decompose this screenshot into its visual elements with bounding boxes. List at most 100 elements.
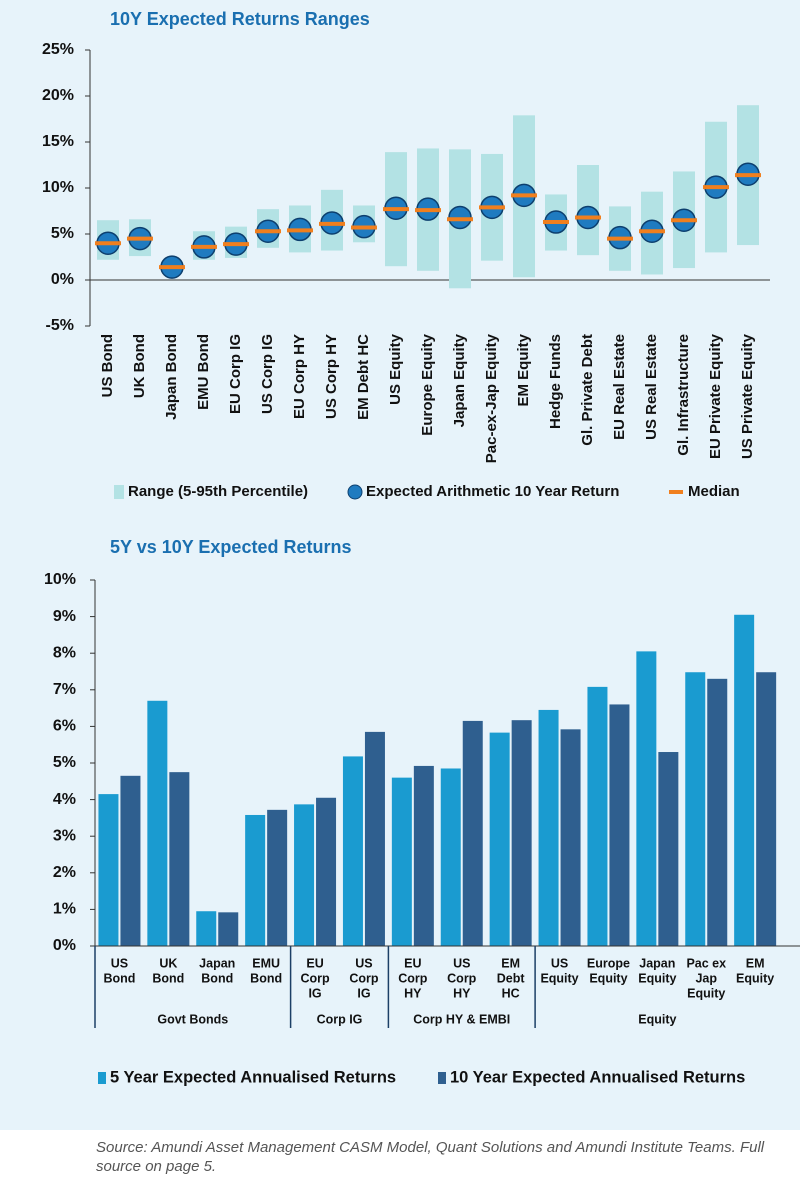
bar	[756, 672, 777, 946]
bar	[196, 911, 217, 946]
x-tick-label: Equity	[687, 986, 725, 1000]
x-tick-label: US	[111, 956, 128, 970]
y-tick-label: 0%	[51, 271, 74, 288]
legend-label: 5 Year Expected Annualised Returns	[110, 1068, 396, 1086]
x-tick-label: EM	[501, 956, 520, 970]
bar	[245, 814, 266, 946]
group-label: Equity	[638, 1012, 676, 1026]
y-tick-label: 5%	[53, 754, 76, 771]
x-tick-label: Corp	[300, 971, 330, 985]
y-tick-label: 0%	[53, 937, 76, 954]
bar	[169, 772, 190, 946]
bar	[685, 672, 706, 946]
bar	[364, 731, 385, 946]
x-tick-label: IG	[357, 986, 370, 1000]
y-tick-label: 25%	[42, 41, 74, 58]
x-tick-label: EMU Bond	[195, 334, 212, 410]
source-note: Source: Amundi Asset Management CASM Mod…	[96, 1139, 765, 1175]
group-label: Govt Bonds	[157, 1012, 228, 1026]
y-tick-label: 10%	[44, 571, 76, 588]
legend-label: Range (5-95th Percentile)	[128, 483, 308, 500]
legend-label: 10 Year Expected Annualised Returns	[450, 1068, 745, 1086]
x-tick-label: HY	[453, 986, 471, 1000]
x-tick-label: Japan	[639, 956, 675, 970]
x-tick-label: EM Debt HC	[355, 334, 372, 420]
bar	[734, 614, 755, 946]
y-tick-label: 9%	[53, 608, 76, 625]
x-tick-label: Bond	[201, 971, 233, 985]
x-tick-label: Gl. Private Debt	[579, 334, 596, 446]
x-tick-label: Equity	[589, 971, 627, 985]
bar	[658, 752, 679, 946]
legend-swatch	[114, 485, 124, 499]
y-tick-label: 15%	[42, 133, 74, 150]
x-tick-label: Corp	[398, 971, 428, 985]
x-tick-label: Equity	[540, 971, 578, 985]
x-tick-label: EU Corp HY	[291, 334, 308, 419]
x-tick-label: Bond	[152, 971, 184, 985]
y-tick-label: 5%	[51, 225, 74, 242]
y-tick-label: 7%	[53, 681, 76, 698]
x-tick-label: US Real Estate	[643, 334, 660, 440]
y-tick-label: 20%	[42, 87, 74, 104]
y-tick-label: 4%	[53, 791, 76, 808]
bar	[147, 700, 168, 946]
bar	[316, 797, 337, 946]
x-tick-label: HY	[404, 986, 422, 1000]
x-tick-label: Corp	[447, 971, 477, 985]
x-tick-label: Japan Equity	[451, 333, 468, 427]
bar	[511, 720, 532, 946]
y-tick-label: 3%	[53, 827, 76, 844]
chart-title: 10Y Expected Returns Ranges	[110, 9, 370, 29]
group-label: Corp HY & EMBI	[413, 1012, 510, 1026]
x-tick-label: Debt	[497, 971, 526, 985]
x-tick-label: EU	[306, 956, 323, 970]
bar	[560, 729, 581, 946]
x-tick-label: EM	[746, 956, 765, 970]
bar	[636, 651, 657, 946]
group-label: Corp IG	[317, 1012, 363, 1026]
y-tick-label: 2%	[53, 864, 76, 881]
x-tick-label: US	[453, 956, 470, 970]
bar	[489, 732, 510, 946]
bar	[267, 809, 288, 946]
y-tick-label: 6%	[53, 718, 76, 735]
x-tick-label: EU Private Equity	[707, 333, 724, 459]
x-tick-label: US	[551, 956, 568, 970]
x-tick-label: Europe	[587, 956, 630, 970]
bar	[609, 704, 630, 946]
x-tick-label: US Bond	[99, 334, 116, 397]
bar	[98, 794, 119, 946]
x-tick-label: Bond	[103, 971, 135, 985]
bar	[342, 756, 363, 946]
x-tick-label: Bond	[250, 971, 282, 985]
y-tick-label: -5%	[46, 317, 74, 334]
bar	[587, 686, 608, 946]
x-tick-label: US Private Equity	[739, 333, 756, 459]
x-tick-label: EU Real Estate	[611, 334, 628, 440]
bar	[440, 768, 461, 946]
bar	[707, 678, 728, 946]
x-tick-label: US Corp IG	[259, 334, 276, 414]
x-tick-label: UK	[159, 956, 177, 970]
x-tick-label: Equity	[638, 971, 676, 985]
x-tick-label: Corp	[349, 971, 379, 985]
bar	[120, 775, 141, 946]
x-tick-label: US Equity	[387, 333, 404, 404]
y-tick-label: 10%	[42, 179, 74, 196]
x-tick-label: HC	[502, 986, 520, 1000]
legend-swatch	[98, 1072, 106, 1084]
bar	[218, 912, 239, 946]
chart-title: 5Y vs 10Y Expected Returns	[110, 537, 351, 557]
bar	[294, 804, 315, 946]
legend-swatch	[438, 1072, 446, 1084]
x-tick-label: Pac-ex-Jap Equity	[483, 333, 500, 463]
legend-label: Expected Arithmetic 10 Year Return	[366, 483, 619, 500]
x-tick-label: Japan Bond	[163, 334, 180, 420]
x-tick-label: Equity	[736, 971, 774, 985]
y-tick-label: 8%	[53, 644, 76, 661]
x-tick-label: EU Corp IG	[227, 334, 244, 414]
x-tick-label: US	[355, 956, 372, 970]
legend-label: Median	[688, 483, 740, 500]
